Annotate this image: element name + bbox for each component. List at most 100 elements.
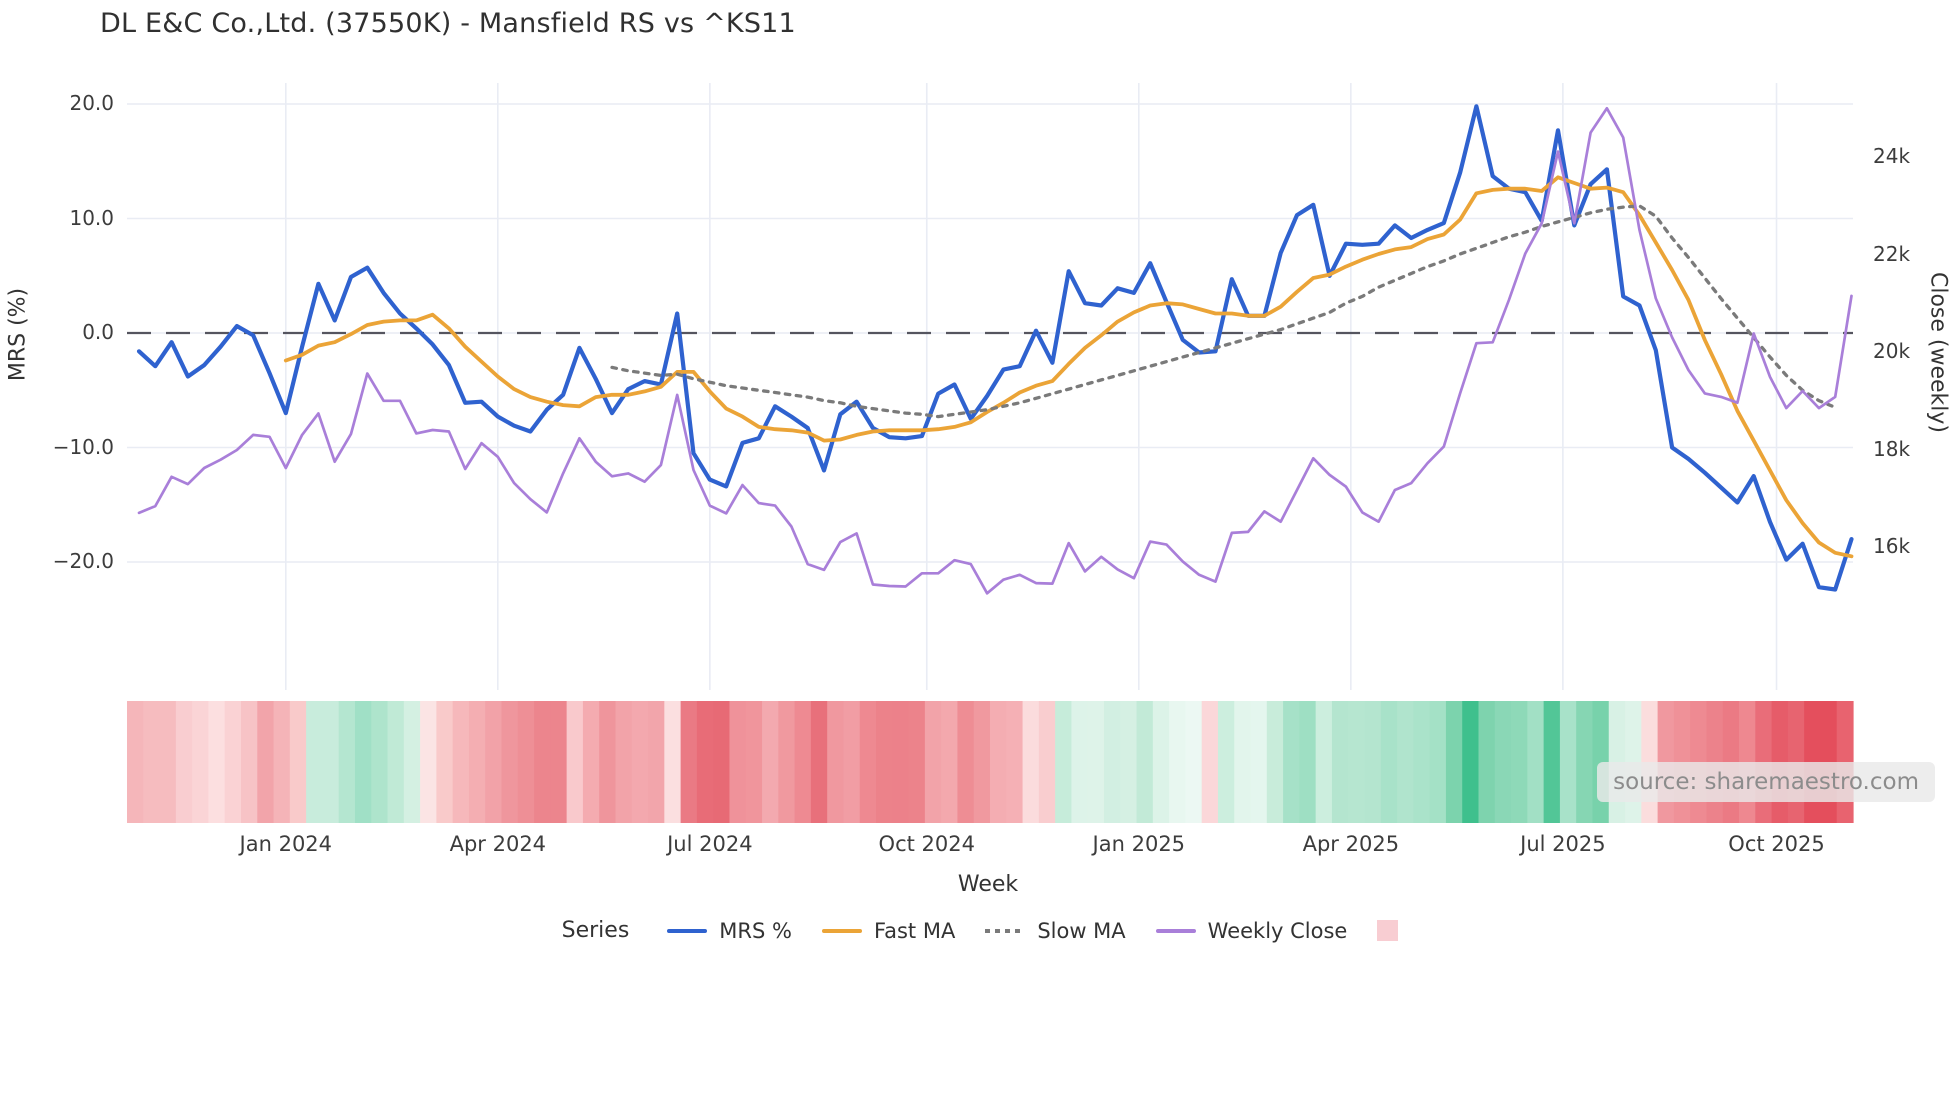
heatmap-cell (1543, 701, 1561, 823)
heatmap-cell (1299, 701, 1317, 823)
heatmap-cell (582, 701, 600, 823)
heatmap-cell (1364, 701, 1382, 823)
heatmap-cell (1511, 701, 1528, 823)
heatmap-cell (876, 701, 893, 823)
heatmap-cell (843, 701, 861, 823)
legend-title: Series (561, 918, 630, 943)
heatmap-cell (1494, 701, 1512, 823)
fast-ma-line-swatch-icon (821, 928, 862, 933)
heatmap-cell (680, 701, 698, 823)
heatmap-cell (420, 701, 437, 823)
heatmap-cell (1445, 701, 1463, 823)
heatmap-cell (810, 701, 828, 823)
legend: Series MRS % Fast MA Slow MA Weekly Clos… (0, 918, 1960, 943)
heatmap-cell (468, 701, 486, 823)
heatmap-swatch-icon (1377, 920, 1399, 941)
heatmap-cell (1087, 701, 1105, 823)
heatmap-cell (436, 701, 454, 823)
heatmap-cell (550, 701, 568, 823)
heatmap-cell (501, 701, 519, 823)
legend-label-fast-ma: Fast MA (873, 918, 956, 943)
heatmap-cell (729, 701, 747, 823)
y-axis-right-title: Close (weekly) (1925, 271, 1951, 434)
heatmap-cell (1120, 701, 1138, 823)
heatmap-cell (485, 701, 503, 823)
y-left-tick-label: 10.0 (69, 205, 114, 230)
heatmap-cell (1136, 701, 1154, 823)
heatmap-cell (599, 701, 617, 823)
heatmap-cell (1348, 701, 1366, 823)
x-axis-title: Week (957, 872, 1019, 897)
heatmap-cell (1559, 701, 1577, 823)
weekly-close-line (137, 106, 1853, 595)
heatmap-cell (827, 701, 845, 823)
heatmap-cell (534, 701, 551, 823)
heatmap-cell (306, 701, 323, 823)
heatmap-cell (566, 701, 584, 823)
y-left-tick-label: 0.0 (82, 320, 114, 344)
heatmap-cell (924, 701, 942, 823)
heatmap-cell (990, 701, 1007, 823)
heatmap-cell (941, 701, 959, 823)
heatmap-cell (517, 701, 535, 823)
legend-item-slow-ma: Slow MA (985, 919, 1126, 943)
legend-item-weekly-close: Weekly Close (1155, 919, 1347, 943)
y-right-tick-label: 18k (1873, 436, 1911, 461)
heatmap-cell (1315, 701, 1333, 823)
heatmap-cell (713, 701, 731, 823)
heatmap-cell (778, 701, 796, 823)
chart-title: DL E&C Co.,Ltd. (37550K) - Mansfield RS … (100, 8, 796, 39)
heatmap-cell (1169, 701, 1186, 823)
x-tick-label: Oct 2024 (878, 832, 975, 856)
slow-ma-dotted-swatch-icon (985, 928, 1026, 933)
heatmap-cell (1283, 701, 1300, 823)
x-tick-label: Jan 2024 (239, 832, 333, 856)
legend-item-heatmap (1377, 920, 1399, 941)
heatmap-cell (1462, 701, 1480, 823)
heatmap-cell (240, 701, 258, 823)
heatmap-cell (696, 701, 714, 823)
heatmap-cell (859, 701, 877, 823)
heatmap-cell (648, 701, 665, 823)
heatmap-cell (1429, 701, 1447, 823)
legend-item-mrs: MRS % (667, 919, 792, 943)
y-right-tick-label: 16k (1873, 534, 1911, 558)
heatmap-cell (794, 701, 812, 823)
x-tick-label: Apr 2024 (449, 832, 547, 856)
heatmap-cell (1250, 701, 1268, 823)
heatmap-cell (1413, 701, 1431, 823)
heatmap-cell (127, 701, 144, 823)
heatmap-cell (1103, 701, 1121, 823)
heatmap-cell (371, 701, 389, 823)
x-tick-label: Jul 2025 (1520, 832, 1606, 856)
heatmap-cell (289, 701, 307, 823)
heatmap-cell (973, 701, 991, 823)
x-tick-label: Apr 2025 (1302, 832, 1400, 856)
heatmap-cell (387, 701, 405, 823)
slow-ma-line (610, 204, 1837, 419)
heatmap-cell (257, 701, 275, 823)
heatmap-cell (143, 701, 161, 823)
legend-label-mrs: MRS % (719, 918, 792, 943)
heatmap-cell (1006, 701, 1024, 823)
y-axis-left-title: MRS (%) (5, 287, 31, 382)
x-tick-label: Jul 2024 (667, 832, 753, 856)
heatmap-cell (664, 701, 682, 823)
heatmap-cell (745, 701, 763, 823)
y-left-tick-label: 20.0 (69, 91, 114, 115)
heatmap-cell (1266, 701, 1284, 823)
heatmap-cell (192, 701, 210, 823)
heatmap-cell (1478, 701, 1496, 823)
heatmap-cell (175, 701, 193, 823)
legend-item-fast-ma: Fast MA (821, 918, 956, 943)
heatmap-cell (273, 701, 291, 823)
y-right-tick-label: 22k (1873, 241, 1911, 266)
heatmap-cell (1071, 701, 1089, 823)
heatmap-cell (892, 701, 910, 823)
x-tick-label: Jan 2025 (1092, 832, 1186, 856)
heatmap-cell (1234, 701, 1252, 823)
heatmap-cell (1152, 701, 1170, 823)
heatmap-cell (1397, 701, 1414, 823)
